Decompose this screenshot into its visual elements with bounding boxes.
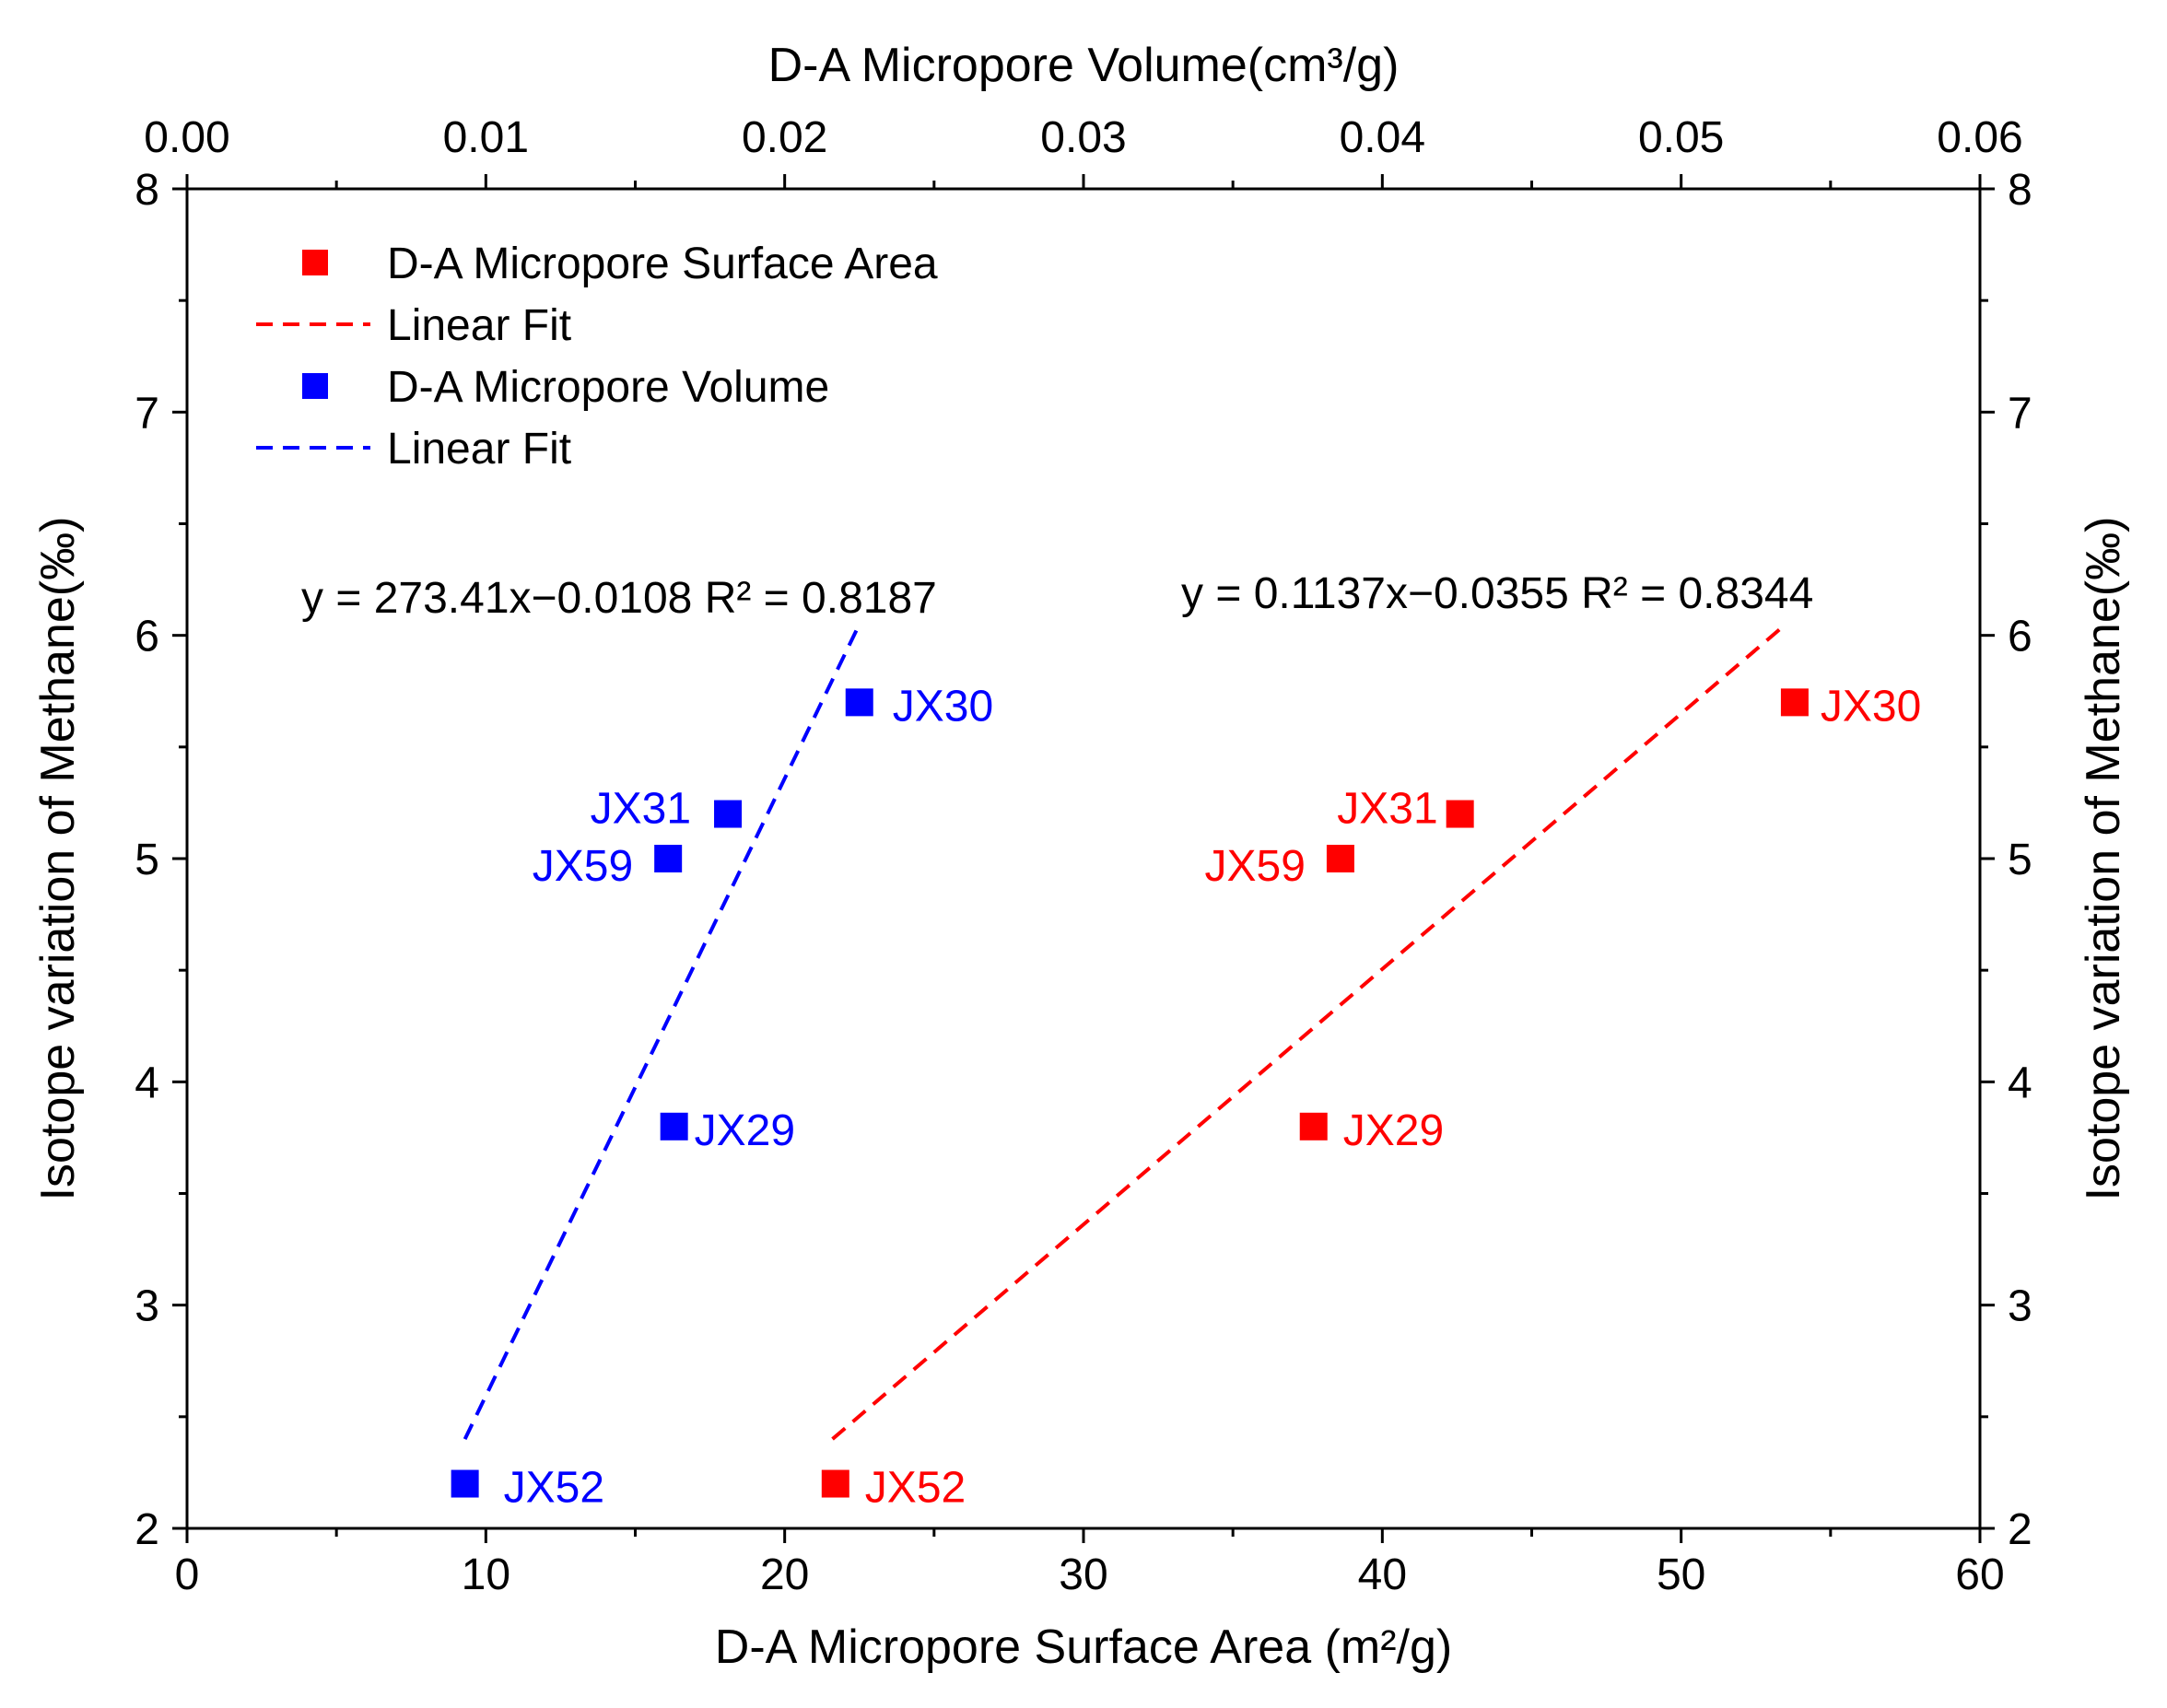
legend-label: Linear Fit [387,425,571,474]
x2-tick-label: 0.03 [1040,113,1126,162]
x-tick-label: 30 [1059,1550,1107,1599]
data-point [654,845,683,872]
x2-tick-label: 0.05 [1638,113,1724,162]
y-tick-label: 2 [135,1505,159,1554]
x-tick-label: 50 [1657,1550,1705,1599]
fit-equation: y = 273.41x−0.0108 R² = 0.8187 [301,574,937,623]
fit-line [831,623,1787,1441]
y2-tick-label: 6 [2008,613,2032,661]
data-point [660,1112,688,1141]
y2-axis-title: Isotope variation of Methane(‰) [2077,517,2130,1201]
x-tick-label: 0 [175,1550,200,1599]
legend-label: Linear Fit [387,301,571,350]
y-tick-label: 4 [135,1059,159,1107]
x2-tick-label: 0.00 [144,113,229,162]
y-tick-label: 6 [135,613,159,661]
data-point [451,1469,479,1498]
y2-tick-label: 7 [2008,389,2032,438]
y2-tick-label: 8 [2008,166,2032,215]
x2-tick-label: 0.04 [1340,113,1425,162]
fit-equation: y = 0.1137x−0.0355 R² = 0.8344 [1181,569,1813,618]
x-tick-label: 20 [760,1550,809,1599]
y-tick-label: 7 [135,389,159,438]
y2-tick-label: 2 [2008,1505,2032,1554]
point-label: JX31 [591,785,691,834]
point-label: JX31 [1337,785,1437,834]
legend-label: D-A Micropore Volume [387,363,829,412]
point-label: JX59 [1205,842,1306,891]
data-point [845,688,873,717]
data-point [821,1469,849,1498]
y-tick-label: 5 [135,836,159,884]
point-label: JX29 [695,1106,795,1155]
point-label: JX52 [865,1464,966,1513]
y-tick-label: 8 [135,166,159,215]
x2-tick-label: 0.01 [443,113,529,162]
x2-tick-label: 0.06 [1937,113,2022,162]
data-point [1326,845,1354,872]
point-label: JX29 [1343,1106,1444,1155]
y2-tick-label: 3 [2008,1282,2032,1331]
point-label: JX30 [1821,682,1921,731]
y2-tick-label: 5 [2008,836,2032,884]
data-point [1299,1112,1328,1141]
point-label: JX59 [533,842,633,891]
legend-marker [302,373,328,399]
point-label: JX30 [893,682,993,731]
data-point [1446,800,1474,828]
x2-tick-label: 0.02 [742,113,827,162]
x-tick-label: 60 [1955,1550,2004,1599]
x-tick-label: 10 [462,1550,510,1599]
data-point [714,800,743,828]
data-point [1780,688,1809,717]
legend-marker [302,250,328,275]
fit-line [463,623,861,1440]
y-axis-title: Isotope variation of Methane(‰) [31,517,85,1201]
x-axis-title: D-A Micropore Surface Area (m²/g) [715,1620,1452,1674]
legend-label: D-A Micropore Surface Area [387,240,938,288]
point-label: JX52 [504,1464,604,1513]
y-tick-label: 3 [135,1282,159,1331]
y2-tick-label: 4 [2008,1059,2032,1107]
x-tick-label: 40 [1358,1550,1407,1599]
x2-axis-title: D-A Micropore Volume(cm³/g) [768,39,1400,92]
